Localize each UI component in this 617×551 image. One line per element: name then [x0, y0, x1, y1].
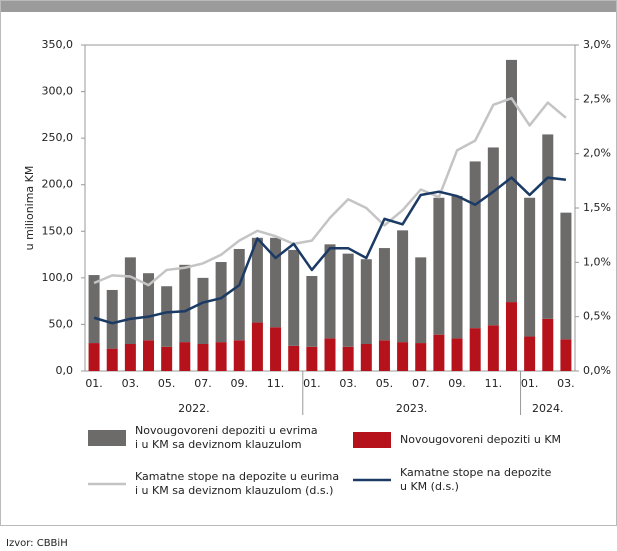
x-tick-label: 11. — [485, 377, 503, 390]
header-band — [0, 0, 617, 12]
bar — [324, 338, 336, 371]
x-tick-label: 03. — [339, 377, 357, 390]
y2-tick-label: 0,5% — [583, 310, 611, 323]
x-tick-label: 01. — [303, 377, 321, 390]
bar — [524, 336, 536, 371]
bar — [433, 334, 445, 371]
bar — [179, 264, 191, 343]
x-tick-label: 03. — [122, 377, 140, 390]
bar — [560, 339, 572, 371]
bar — [306, 346, 318, 371]
x-tick-label: 05. — [158, 377, 176, 390]
y-tick-label: 150,0 — [42, 224, 74, 237]
bar — [106, 348, 118, 371]
legend-label: Novougovoreni depoziti u KM — [400, 433, 561, 446]
bar — [469, 328, 481, 371]
bar — [415, 257, 427, 344]
x-tick-label: 09. — [231, 377, 249, 390]
bar — [378, 340, 390, 371]
y2-tick-label: 2,5% — [583, 92, 611, 105]
bar — [324, 244, 336, 339]
bar — [505, 59, 517, 303]
bar — [143, 340, 155, 371]
bar — [487, 147, 499, 326]
year-label: 2022. — [178, 402, 210, 415]
x-tick-label: 07. — [194, 377, 212, 390]
bar — [342, 253, 354, 347]
y-tick-label: 250,0 — [42, 131, 74, 144]
bar — [215, 262, 227, 343]
bar — [397, 230, 409, 343]
bar — [161, 286, 173, 347]
bar — [161, 346, 173, 371]
line — [93, 176, 567, 325]
y-tick-label: 50,0 — [49, 317, 74, 330]
bar — [288, 345, 300, 371]
bar — [88, 275, 100, 344]
bar — [106, 289, 118, 349]
bar — [270, 237, 282, 328]
bar — [233, 340, 245, 371]
bar — [251, 237, 263, 323]
bar — [288, 249, 300, 346]
bar — [124, 343, 136, 371]
line — [93, 96, 567, 287]
y2-tick-label: 1,5% — [583, 201, 611, 214]
bar — [179, 342, 191, 371]
bar — [505, 302, 517, 371]
y-tick-label: 100,0 — [42, 271, 74, 284]
bar — [560, 212, 572, 340]
bar — [415, 343, 427, 371]
bar — [451, 195, 463, 339]
bar — [397, 342, 409, 371]
x-tick-label: 01. — [521, 377, 539, 390]
y2-tick-label: 3,0% — [583, 38, 611, 51]
bar — [143, 273, 155, 341]
bar — [270, 327, 282, 371]
x-tick-label: 01. — [85, 377, 103, 390]
legend-label: Kamatne stope na depozite u KM (d.s.) — [400, 466, 552, 493]
x-tick-label: 03. — [557, 377, 575, 390]
bar — [251, 322, 263, 371]
bar — [469, 161, 481, 329]
y2-tick-label: 0,0% — [583, 364, 611, 377]
legend-label: Novougovoreni depoziti u evrima i u KM sa… — [135, 424, 318, 451]
bar — [542, 318, 554, 371]
bar — [306, 275, 318, 347]
bar — [124, 257, 136, 344]
x-tick-label: 07. — [412, 377, 430, 390]
bar — [215, 342, 227, 371]
legend-swatch — [88, 430, 126, 446]
y2-tick-label: 1,0% — [583, 255, 611, 268]
bar — [378, 248, 390, 341]
x-tick-label: 11. — [267, 377, 285, 390]
bar — [524, 197, 536, 337]
y-tick-label: 300,0 — [42, 85, 74, 98]
y-tick-label: 350,0 — [42, 38, 74, 51]
bar — [542, 134, 554, 319]
source: Izvor: CBBiH — [6, 538, 68, 549]
bar — [342, 346, 354, 371]
x-tick-label: 05. — [376, 377, 394, 390]
bar — [451, 338, 463, 371]
bar — [197, 277, 209, 344]
legend-swatch — [353, 432, 391, 448]
x-tick-label: 09. — [448, 377, 466, 390]
y-tick-label: 0,0 — [56, 364, 74, 377]
bar — [233, 248, 245, 341]
bar — [360, 343, 372, 371]
legend-label: Kamatne stope na depozite u eurima i u KM… — [135, 470, 339, 497]
bar — [433, 197, 445, 335]
bar — [360, 259, 372, 344]
bar — [197, 343, 209, 371]
y2-tick-label: 2,0% — [583, 147, 611, 160]
bar — [88, 343, 100, 371]
year-label: 2024. — [532, 402, 564, 415]
y-tick-label: 200,0 — [42, 178, 74, 191]
y-axis-label: u milionima KM — [23, 166, 36, 251]
year-label: 2023. — [396, 402, 428, 415]
bar — [487, 325, 499, 371]
